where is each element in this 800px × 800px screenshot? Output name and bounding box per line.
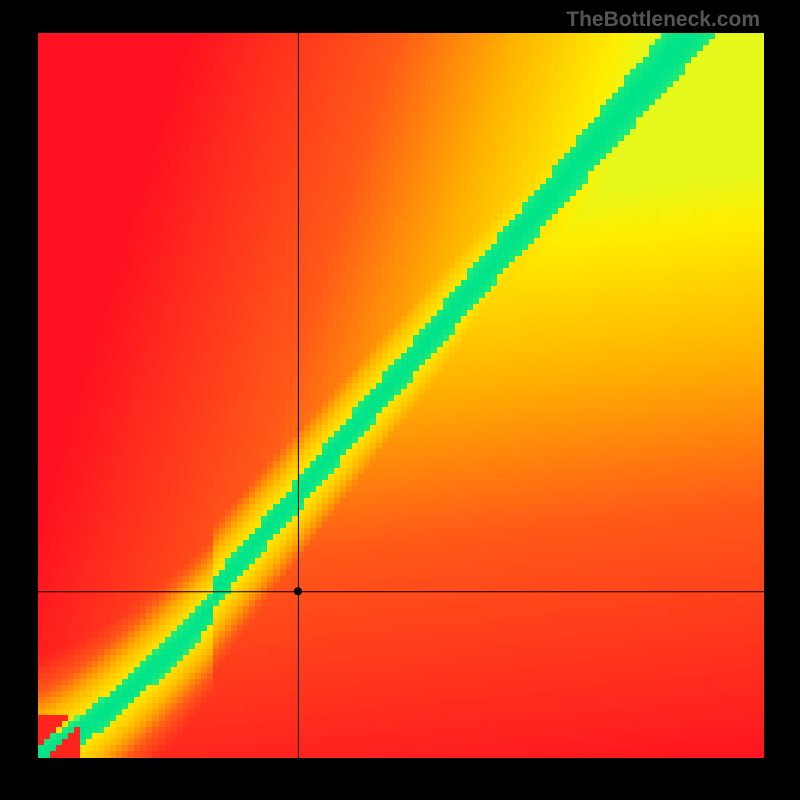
watermark-text: TheBottleneck.com: [566, 8, 760, 32]
bottleneck-heatmap: [38, 33, 764, 758]
chart-container: TheBottleneck.com: [0, 0, 800, 800]
